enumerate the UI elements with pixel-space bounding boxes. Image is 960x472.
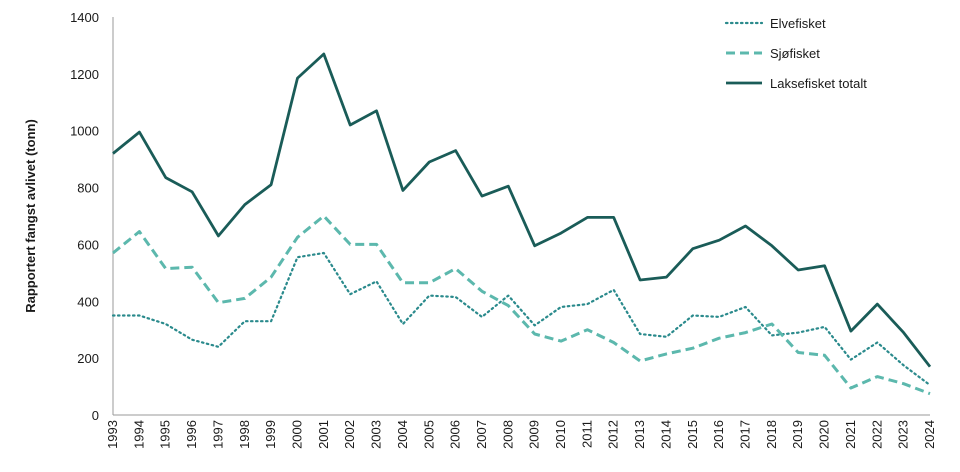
x-tick-label: 2008	[500, 420, 515, 449]
x-tick-label: 2003	[369, 420, 384, 449]
x-tick-label: 2020	[817, 420, 832, 449]
legend-label: Sjøfisket	[770, 46, 820, 61]
x-tick-label: 2009	[527, 420, 542, 449]
x-tick-labels: 1993 1994 1995 1996 1997 1998 1999 2000 2001 2002…	[105, 420, 937, 449]
x-tick-label: 2001	[316, 420, 331, 449]
series-line-3	[112, 52, 932, 368]
legend-label: Elvefisket	[770, 16, 826, 31]
y-tick-label: 200	[77, 351, 99, 366]
x-tick-label: 1993	[105, 420, 120, 449]
x-tick-label: 2006	[448, 420, 463, 449]
x-tick-label: 1996	[184, 420, 199, 449]
x-tick-label: 1999	[263, 420, 278, 449]
x-tick-label: 2016	[711, 420, 726, 449]
x-tick-label: 2024	[922, 420, 937, 449]
x-tick-label: 2002	[342, 420, 357, 449]
y-tick-label: 1400	[70, 10, 99, 25]
y-tick-labels: 0 200 400 600 800 1000 1200 1400	[70, 10, 99, 423]
series-line-2	[112, 214, 931, 396]
x-tick-label: 2007	[474, 420, 489, 449]
x-tick-label: 2022	[869, 420, 884, 449]
x-tick-label: 1994	[131, 420, 146, 449]
y-tick-label: 0	[92, 408, 99, 423]
x-tick-label: 2014	[658, 420, 673, 449]
y-tick-label: 400	[77, 294, 99, 309]
x-tick-label: 2021	[843, 420, 858, 449]
x-tick-label: 2005	[421, 420, 436, 449]
x-tick-label: 2017	[738, 420, 753, 449]
x-tick-label: 2000	[289, 420, 304, 449]
x-tick-label: 2011	[579, 420, 594, 448]
x-tick-label: 2004	[395, 420, 410, 449]
x-tick-label: 2015	[685, 420, 700, 449]
y-tick-label: 1200	[70, 67, 99, 82]
x-tick-label: 2010	[553, 420, 568, 449]
x-tick-label: 2013	[632, 420, 647, 449]
y-axis-title: Rapportert fangst avlivet (tonn)	[23, 119, 38, 313]
axes	[112, 17, 930, 416]
series-lines	[111, 52, 932, 396]
series-line-1	[111, 251, 932, 387]
y-tick-label: 600	[77, 237, 99, 252]
x-tick-label: 2018	[764, 420, 779, 449]
y-tick-label: 1000	[70, 124, 99, 139]
legend: Elvefisket Sjøfisket Laksefisket totalt	[724, 16, 867, 91]
x-tick-label: 2012	[606, 420, 621, 449]
legend-label: Laksefisket totalt	[770, 76, 867, 91]
x-tick-label: 2023	[896, 420, 911, 449]
x-tick-label: 2019	[790, 420, 805, 449]
x-tick-label: 1995	[158, 420, 173, 449]
y-tick-label: 800	[77, 181, 99, 196]
x-tick-label: 1998	[237, 420, 252, 449]
x-tick-label: 1997	[210, 420, 225, 449]
